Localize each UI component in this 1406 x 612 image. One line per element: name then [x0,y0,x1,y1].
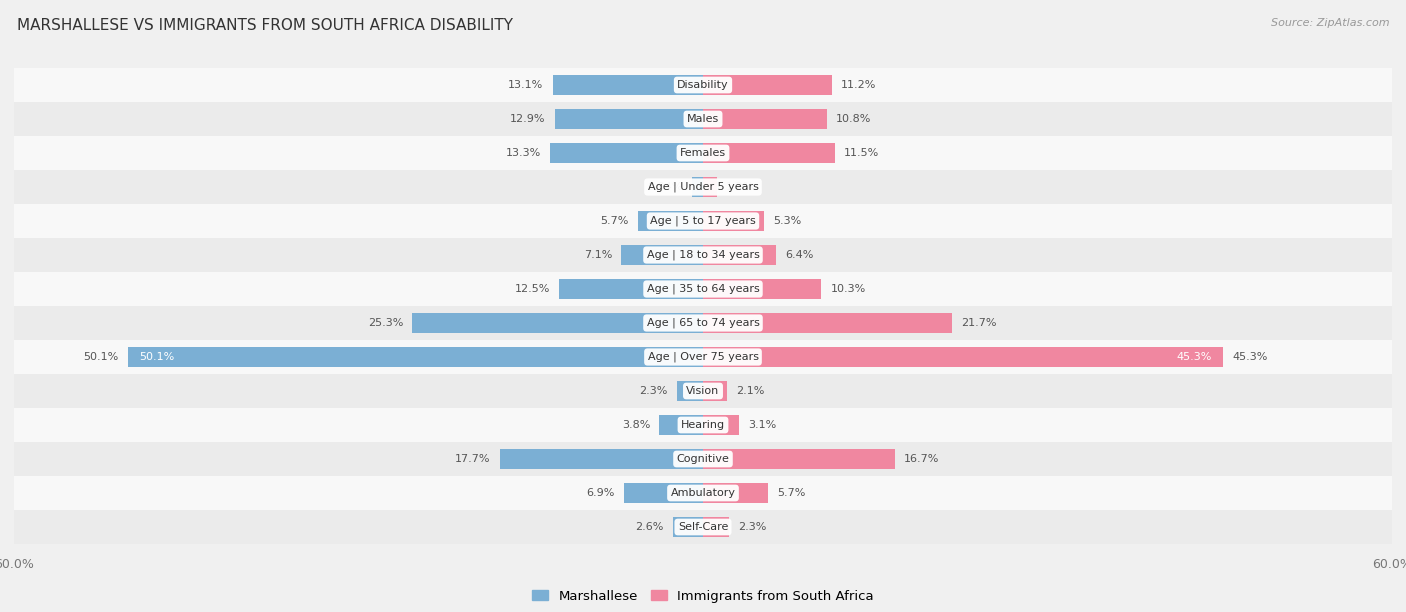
Text: 11.5%: 11.5% [844,148,880,158]
Text: 45.3%: 45.3% [1177,352,1212,362]
Text: 1.2%: 1.2% [725,182,755,192]
Bar [14,340,1392,374]
Text: 10.8%: 10.8% [837,114,872,124]
Bar [703,517,730,537]
Text: Age | 35 to 64 years: Age | 35 to 64 years [647,284,759,294]
Text: 2.1%: 2.1% [737,386,765,396]
Text: 7.1%: 7.1% [583,250,612,260]
Text: 13.3%: 13.3% [506,148,541,158]
Text: 45.3%: 45.3% [1232,352,1268,362]
Bar [14,374,1392,408]
Bar [703,313,952,333]
Bar [128,347,703,367]
Text: 50.1%: 50.1% [139,352,174,362]
Text: 3.8%: 3.8% [621,420,650,430]
Bar [659,415,703,435]
Bar [703,109,827,129]
Bar [673,517,703,537]
Bar [624,483,703,503]
Text: 21.7%: 21.7% [962,318,997,328]
Text: 11.2%: 11.2% [841,80,876,90]
Text: Self-Care: Self-Care [678,522,728,532]
Text: 5.3%: 5.3% [773,216,801,226]
Text: 0.94%: 0.94% [648,182,683,192]
Bar [703,75,831,95]
Text: MARSHALLESE VS IMMIGRANTS FROM SOUTH AFRICA DISABILITY: MARSHALLESE VS IMMIGRANTS FROM SOUTH AFR… [17,18,513,34]
Bar [14,238,1392,272]
Bar [637,211,703,231]
Text: Males: Males [688,114,718,124]
Text: 12.9%: 12.9% [510,114,546,124]
Bar [412,313,703,333]
Text: Cognitive: Cognitive [676,454,730,464]
Bar [550,143,703,163]
Text: 17.7%: 17.7% [456,454,491,464]
Bar [14,476,1392,510]
Bar [703,143,835,163]
Text: 3.1%: 3.1% [748,420,776,430]
Bar [14,408,1392,442]
Text: 2.3%: 2.3% [640,386,668,396]
Bar [676,381,703,401]
Text: Females: Females [681,148,725,158]
Text: 5.7%: 5.7% [600,216,628,226]
Text: 2.3%: 2.3% [738,522,766,532]
Bar [703,347,1223,367]
Text: 10.3%: 10.3% [831,284,866,294]
Text: Age | Over 75 years: Age | Over 75 years [648,352,758,362]
Bar [14,102,1392,136]
Bar [621,245,703,265]
Bar [14,68,1392,102]
Bar [703,449,894,469]
Bar [499,449,703,469]
Text: Hearing: Hearing [681,420,725,430]
Bar [703,381,727,401]
Bar [14,136,1392,170]
Text: 2.6%: 2.6% [636,522,664,532]
Bar [14,442,1392,476]
Text: 12.5%: 12.5% [515,284,550,294]
Text: 13.1%: 13.1% [508,80,543,90]
Text: 50.1%: 50.1% [83,352,118,362]
Bar [703,483,769,503]
Bar [703,279,821,299]
Bar [555,109,703,129]
Bar [703,245,776,265]
Bar [553,75,703,95]
Text: Age | 5 to 17 years: Age | 5 to 17 years [650,216,756,226]
Bar [703,415,738,435]
Legend: Marshallese, Immigrants from South Africa: Marshallese, Immigrants from South Afric… [527,584,879,608]
Text: Vision: Vision [686,386,720,396]
Text: 25.3%: 25.3% [368,318,404,328]
Text: Age | 65 to 74 years: Age | 65 to 74 years [647,318,759,328]
Text: 5.7%: 5.7% [778,488,806,498]
Text: Disability: Disability [678,80,728,90]
Text: Ambulatory: Ambulatory [671,488,735,498]
Text: 6.9%: 6.9% [586,488,614,498]
Text: Age | 18 to 34 years: Age | 18 to 34 years [647,250,759,260]
Text: 6.4%: 6.4% [786,250,814,260]
Bar [14,306,1392,340]
Bar [14,170,1392,204]
Text: Source: ZipAtlas.com: Source: ZipAtlas.com [1271,18,1389,28]
Bar [14,510,1392,544]
Text: 16.7%: 16.7% [904,454,939,464]
Bar [14,272,1392,306]
Bar [560,279,703,299]
Text: Age | Under 5 years: Age | Under 5 years [648,182,758,192]
Bar [703,211,763,231]
Bar [692,177,703,197]
Bar [14,204,1392,238]
Bar [703,177,717,197]
